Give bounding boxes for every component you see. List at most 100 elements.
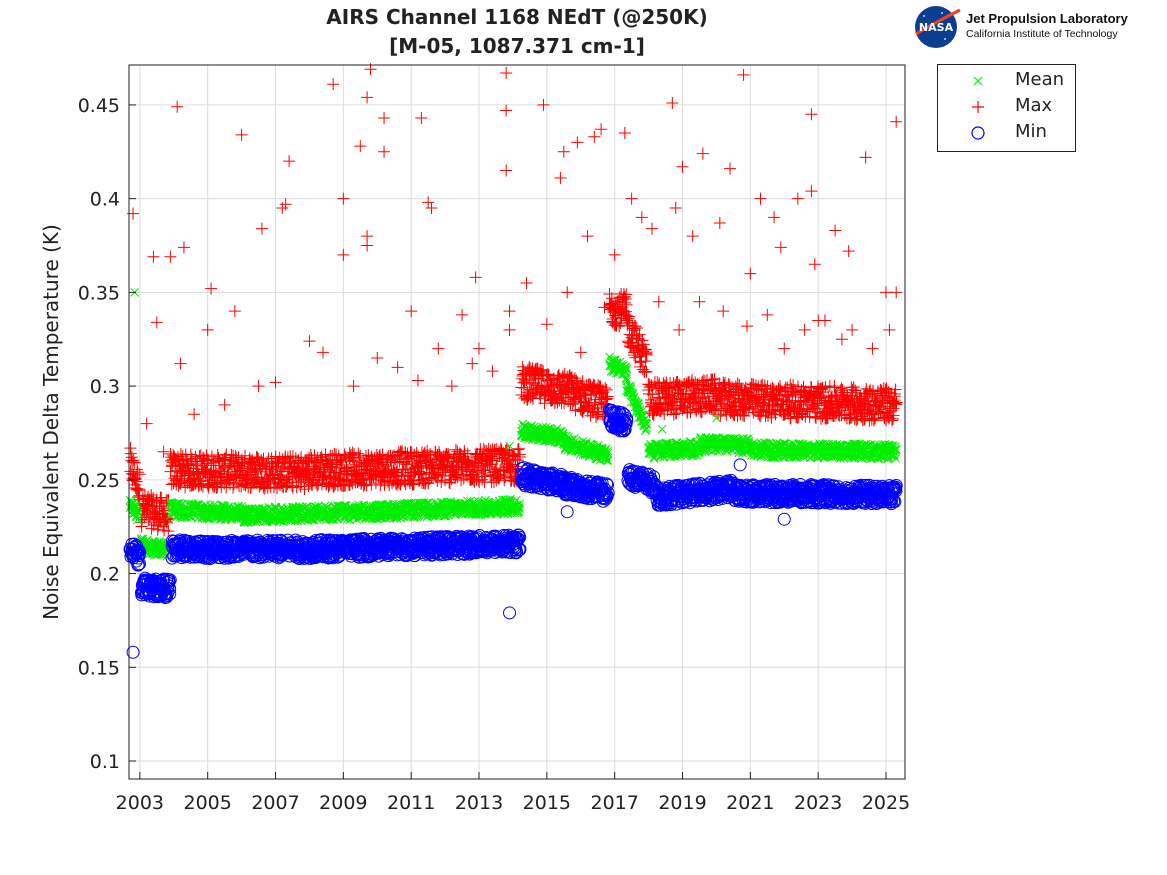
max-point [250, 450, 263, 463]
max-point [311, 479, 324, 492]
max-outlier-point [537, 98, 550, 111]
max-outlier-point [859, 151, 872, 164]
mean-point [891, 454, 901, 463]
max-outlier-point [571, 136, 584, 149]
max-point [186, 452, 199, 465]
mean-outlier-point [712, 413, 721, 423]
max-outlier-point [445, 380, 458, 393]
max-outlier-point [218, 398, 231, 411]
max-outlier-point [411, 374, 424, 387]
max-outlier-point [737, 68, 750, 81]
max-outlier-point [754, 192, 767, 205]
data-marks [123, 63, 903, 659]
max-point [274, 471, 287, 484]
max-outlier-point [415, 112, 428, 125]
max-outlier-point [554, 172, 567, 185]
max-outlier-point [503, 323, 516, 336]
max-outlier-point [808, 258, 821, 271]
max-outlier-point [425, 202, 438, 215]
max-outlier-point [740, 320, 753, 333]
max-point [847, 381, 860, 394]
max-outlier-point [835, 333, 848, 346]
max-outlier-point [778, 342, 791, 355]
max-point [128, 456, 141, 469]
max-point [512, 442, 525, 455]
nasa-meatball-logo: NASA [915, 6, 961, 48]
chart-title-line2: [M-05, 1087.371 cm-1] [389, 34, 645, 58]
max-point [309, 477, 322, 490]
max-outlier-point [228, 305, 241, 318]
max-outlier-point [157, 445, 170, 458]
grid [129, 65, 905, 779]
max-outlier-point [686, 230, 699, 243]
max-outlier-point [768, 211, 781, 224]
max-point [133, 468, 146, 481]
max-outlier-point [618, 127, 631, 140]
max-outlier-point [805, 185, 818, 198]
max-point [194, 475, 207, 488]
max-point [170, 453, 183, 466]
max-outlier-point [391, 361, 404, 374]
max-outlier-point [540, 318, 553, 331]
max-point [306, 473, 319, 486]
max-outlier-point [791, 192, 804, 205]
max-outlier-point [347, 380, 360, 393]
max-outlier-point [303, 335, 316, 348]
max-point [215, 462, 228, 475]
max-outlier-point [252, 380, 265, 393]
max-outlier-point [469, 271, 482, 284]
max-outlier-point [405, 305, 418, 318]
max-outlier-point [503, 305, 516, 318]
max-point [563, 369, 576, 382]
max-outlier-point [812, 314, 825, 327]
max-point [255, 470, 268, 483]
max-outlier-point [693, 295, 706, 308]
max-outlier-point [744, 267, 757, 280]
max-point [124, 465, 137, 478]
max-point [131, 491, 144, 504]
chart-title-line1: AIRS Channel 1168 NEdT (@250K) [326, 5, 708, 29]
max-outlier-point [883, 323, 896, 336]
max-outlier-point [842, 245, 855, 258]
max-outlier-point [174, 357, 187, 370]
max-outlier-point [805, 108, 818, 121]
max-outlier-point [337, 192, 350, 205]
max-outlier-point [283, 155, 296, 168]
max-outlier-point [361, 239, 374, 252]
max-point [145, 489, 158, 502]
max-outlier-point [201, 323, 214, 336]
max-outlier-point [652, 295, 665, 308]
mean-outlier-point [657, 424, 667, 434]
max-outlier-point [890, 115, 903, 128]
max-outlier-point [371, 351, 384, 364]
max-outlier-point [500, 164, 513, 177]
max-outlier-point [588, 130, 601, 143]
max-point [164, 465, 177, 478]
max-outlier-point [581, 230, 594, 243]
max-outlier-point [557, 145, 570, 158]
max-outlier-point [625, 192, 638, 205]
max-outlier-point [255, 222, 268, 235]
max-point [265, 463, 278, 476]
max-point [175, 474, 188, 487]
max-outlier-point [669, 202, 682, 215]
max-outlier-point [761, 308, 774, 321]
max-outlier-point [696, 147, 709, 160]
max-point [162, 525, 175, 538]
max-outlier-point [140, 417, 153, 430]
max-point [283, 476, 296, 489]
max-point [172, 480, 185, 493]
max-outlier-point [717, 305, 730, 318]
max-outlier-point [673, 323, 686, 336]
max-point [207, 456, 220, 469]
max-outlier-point [177, 241, 190, 254]
jpl-logo: NASA [912, 4, 1162, 50]
max-outlier-point [354, 140, 367, 153]
max-outlier-point [147, 250, 160, 263]
max-point [125, 451, 138, 464]
max-outlier-point [378, 145, 391, 158]
max-point [211, 449, 224, 462]
max-outlier-point [378, 112, 391, 125]
max-outlier-point [846, 323, 859, 336]
max-outlier-point [432, 342, 445, 355]
